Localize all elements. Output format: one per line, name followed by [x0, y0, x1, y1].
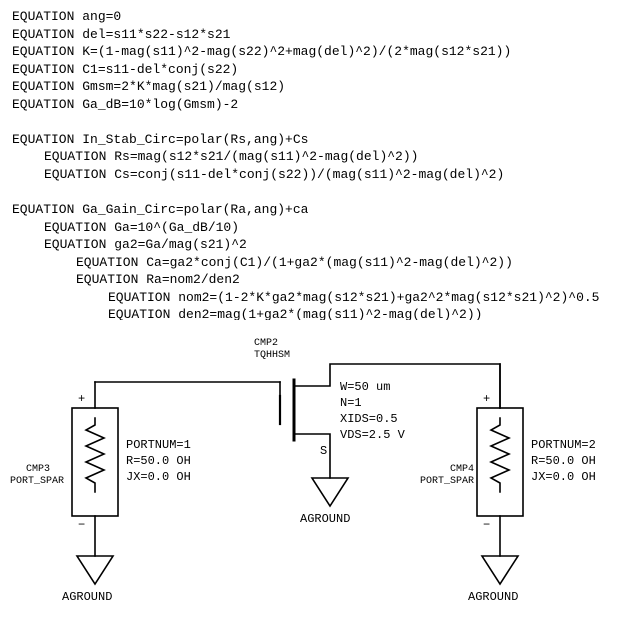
- ground-right-label: AGROUND: [468, 590, 518, 604]
- port-right-param-1: R=50.0 OH: [531, 454, 596, 468]
- equation-line: EQUATION Cs=conj(s11-del*conj(s22))/(mag…: [12, 166, 627, 184]
- equation-line: EQUATION ga2=Ga/mag(s21)^2: [12, 236, 627, 254]
- schematic-diagram: CMP2 TQHHSM W=50 um N=1 XIDS=0.5 VDS=2.5…: [0, 320, 639, 620]
- port-left-param-1: R=50.0 OH: [126, 454, 191, 468]
- cmp2-ref: CMP2: [254, 338, 278, 349]
- cmp2-param-3: VDS=2.5 V: [340, 428, 405, 442]
- cmp2-param-1: N=1: [340, 396, 362, 410]
- port-left-param-0: PORTNUM=1: [126, 438, 191, 452]
- port-right-plus: +: [483, 392, 490, 406]
- port-left-minus: −: [78, 518, 85, 532]
- ground-center-label: AGROUND: [300, 512, 350, 526]
- equation-line: EQUATION Ca=ga2*conj(C1)/(1+ga2*(mag(s11…: [12, 254, 627, 272]
- port-right-minus: −: [483, 518, 490, 532]
- equation-line: EQUATION Ra=nom2/den2: [12, 271, 627, 289]
- port-left-name: PORT_SPAR: [10, 476, 64, 487]
- port-right-param-2: JX=0.0 OH: [531, 470, 596, 484]
- ground-left-label: AGROUND: [62, 590, 112, 604]
- port-right-param-0: PORTNUM=2: [531, 438, 596, 452]
- equation-list: EQUATION ang=0EQUATION del=s11*s22-s12*s…: [12, 8, 627, 324]
- equation-line: [12, 113, 627, 131]
- equation-line: [12, 183, 627, 201]
- equation-line: EQUATION nom2=(1-2*K*ga2*mag(s12*s21)+ga…: [12, 289, 627, 307]
- equation-line: EQUATION Ga_Gain_Circ=polar(Ra,ang)+ca: [12, 201, 627, 219]
- port-right-name: PORT_SPAR: [420, 476, 474, 487]
- equation-line: EQUATION Ga_dB=10*log(Gmsm)-2: [12, 96, 627, 114]
- equation-line: EQUATION ang=0: [12, 8, 627, 26]
- port-right-ref: CMP4: [450, 464, 474, 475]
- equation-line: EQUATION Rs=mag(s12*s21/(mag(s11)^2-mag(…: [12, 148, 627, 166]
- equation-line: EQUATION C1=s11-del*conj(s22): [12, 61, 627, 79]
- cmp2-param-2: XIDS=0.5: [340, 412, 398, 426]
- equation-line: EQUATION Ga=10^(Ga_dB/10): [12, 219, 627, 237]
- port-left-plus: +: [78, 392, 85, 406]
- port-left-ref: CMP3: [26, 464, 50, 475]
- equation-line: EQUATION K=(1-mag(s11)^2-mag(s22)^2+mag(…: [12, 43, 627, 61]
- cmp2-name: TQHHSM: [254, 350, 290, 361]
- port-left-param-2: JX=0.0 OH: [126, 470, 191, 484]
- cmp2-param-0: W=50 um: [340, 380, 390, 394]
- cmp2-s-label: S: [320, 444, 327, 458]
- equation-line: EQUATION del=s11*s22-s12*s21: [12, 26, 627, 44]
- equation-line: EQUATION In_Stab_Circ=polar(Rs,ang)+Cs: [12, 131, 627, 149]
- equation-line: EQUATION Gmsm=2*K*mag(s21)/mag(s12): [12, 78, 627, 96]
